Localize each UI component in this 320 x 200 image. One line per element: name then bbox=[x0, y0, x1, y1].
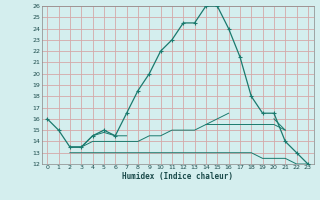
X-axis label: Humidex (Indice chaleur): Humidex (Indice chaleur) bbox=[122, 172, 233, 181]
